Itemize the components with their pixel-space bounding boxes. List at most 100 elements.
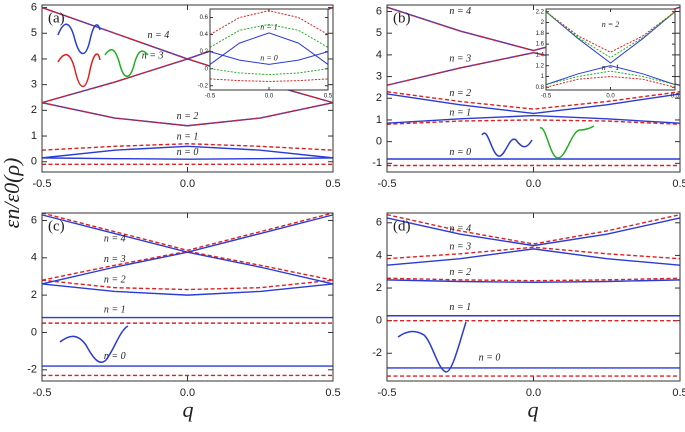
x-tick-label: -0.5	[541, 94, 552, 100]
wavefunction-sketches	[57, 23, 595, 373]
y-tick-label: 2	[376, 282, 382, 294]
band-line	[545, 65, 676, 86]
y-tick-label: 6	[31, 1, 37, 13]
band-label: n = 2	[104, 274, 126, 285]
x-tick-label: 0.0	[526, 387, 541, 399]
band-line	[41, 283, 334, 296]
band-label: n = 2	[449, 88, 471, 99]
band-label: n = 4	[148, 30, 170, 41]
x-tick-label: 0.0	[180, 387, 195, 399]
band-line	[386, 246, 681, 260]
band-line	[386, 217, 681, 247]
x-tick-label: -0.5	[378, 387, 397, 399]
band-label: n = 4	[104, 233, 126, 244]
band-line	[545, 70, 676, 86]
band-label: n = 1	[449, 302, 471, 313]
y-tick-label: 0.8	[536, 85, 545, 91]
band-line	[386, 277, 681, 282]
panel-label: (b)	[393, 10, 411, 26]
x-tick-label: 0.5	[671, 94, 680, 100]
sketch	[481, 132, 533, 157]
band-label: n = 1	[602, 63, 619, 72]
y-tick-label: 1	[541, 74, 545, 80]
band-line	[41, 101, 334, 127]
x-tick-label: 0.0	[526, 178, 541, 190]
band-label: n = 4	[449, 224, 471, 235]
inset: 0.8 1 1.2 1.4 1.6 1.8 2 2.2 -0.5 0.0 0.5 n = 2 n = 1	[536, 8, 680, 100]
x-tick-label: 0.0	[606, 94, 615, 100]
y-tick-label: 0	[376, 315, 382, 327]
band-label: n = 1	[104, 304, 126, 315]
x-axis-label: q	[528, 397, 539, 422]
y-tick-label: 4	[376, 49, 382, 61]
inset-background	[210, 9, 328, 90]
band-line	[386, 213, 681, 245]
band-line	[386, 248, 681, 266]
band-line	[386, 114, 681, 124]
y-tick-label: 6	[31, 214, 37, 226]
y-tick-label: 4	[376, 249, 382, 261]
y-tick-label: 2	[376, 92, 382, 104]
y-axis-label: εn/ε0(ρ)	[0, 158, 24, 229]
y-tick-label: 0.4	[200, 32, 209, 38]
panel: -2 0 2 4 6 -0.5 0.0 0.5 n = 0 n = 1 n = 2 n = 3 n = …	[27, 212, 341, 399]
band-label: n = 1	[177, 132, 199, 143]
band-line	[386, 93, 681, 115]
x-axis-label: q	[183, 397, 194, 422]
band-line	[41, 157, 334, 160]
y-tick-label: 1.2	[536, 63, 545, 69]
sketch	[397, 321, 467, 373]
y-tick-label: 1.4	[536, 52, 545, 58]
x-tick-label: 0.5	[672, 387, 685, 399]
y-tick-label: -2	[27, 364, 37, 376]
y-tick-label: 3	[31, 79, 37, 91]
x-tick-label: 0.0	[265, 94, 274, 100]
y-tick-label: 0	[31, 326, 37, 338]
y-tick-label: 0	[205, 66, 209, 72]
y-tick-label: 2	[541, 20, 545, 26]
x-tick-label: 0.5	[672, 178, 685, 190]
y-tick-label: 0.2	[200, 49, 209, 55]
y-tick-label: 4	[31, 53, 37, 65]
y-tick-label: 1	[31, 130, 37, 142]
sketch	[59, 325, 129, 364]
band-line	[209, 51, 329, 65]
frame	[209, 8, 329, 91]
inset: -0.2 0 0.2 0.4 0.6 -0.5 0.0 0.5 n = 1 n = 0	[198, 8, 333, 100]
band-label: n = 3	[449, 54, 471, 65]
band-label: n = 0	[449, 147, 471, 158]
y-tick-label: -1	[372, 157, 382, 169]
band-label: n = 1	[260, 23, 277, 32]
frame	[386, 212, 681, 382]
x-tick-label: 0.5	[324, 94, 333, 100]
y-tick-label: 3	[376, 70, 382, 82]
sketch	[57, 23, 101, 55]
band-line	[386, 119, 681, 125]
y-tick-label: 4	[31, 252, 37, 264]
band-label: n = 2	[449, 267, 471, 278]
x-tick-label: -0.5	[205, 94, 216, 100]
band-label: n = 0	[177, 147, 199, 158]
band-line	[209, 78, 329, 82]
x-tick-label: 0.5	[325, 387, 340, 399]
y-tick-label: -2	[372, 347, 382, 359]
band-line	[209, 10, 329, 36]
band-label: n = 1	[449, 108, 471, 119]
frame	[41, 4, 334, 173]
band-line	[209, 23, 329, 48]
y-tick-label: 2	[31, 289, 37, 301]
band-label: n = 2	[177, 111, 199, 122]
frame	[41, 212, 334, 382]
band-label: n = 2	[602, 20, 619, 29]
sketch	[539, 125, 595, 159]
y-tick-label: 6	[376, 5, 382, 17]
x-tick-label: 0.5	[325, 178, 340, 190]
x-tick-label: -0.5	[33, 178, 52, 190]
x-tick-label: -0.5	[378, 178, 397, 190]
y-tick-label: 2.2	[536, 9, 545, 15]
frame	[545, 8, 676, 91]
band-label: n = 3	[449, 242, 471, 253]
band-label: n = 0	[104, 351, 126, 362]
band-label: n = 0	[260, 53, 277, 62]
y-tick-label: 2	[31, 104, 37, 116]
